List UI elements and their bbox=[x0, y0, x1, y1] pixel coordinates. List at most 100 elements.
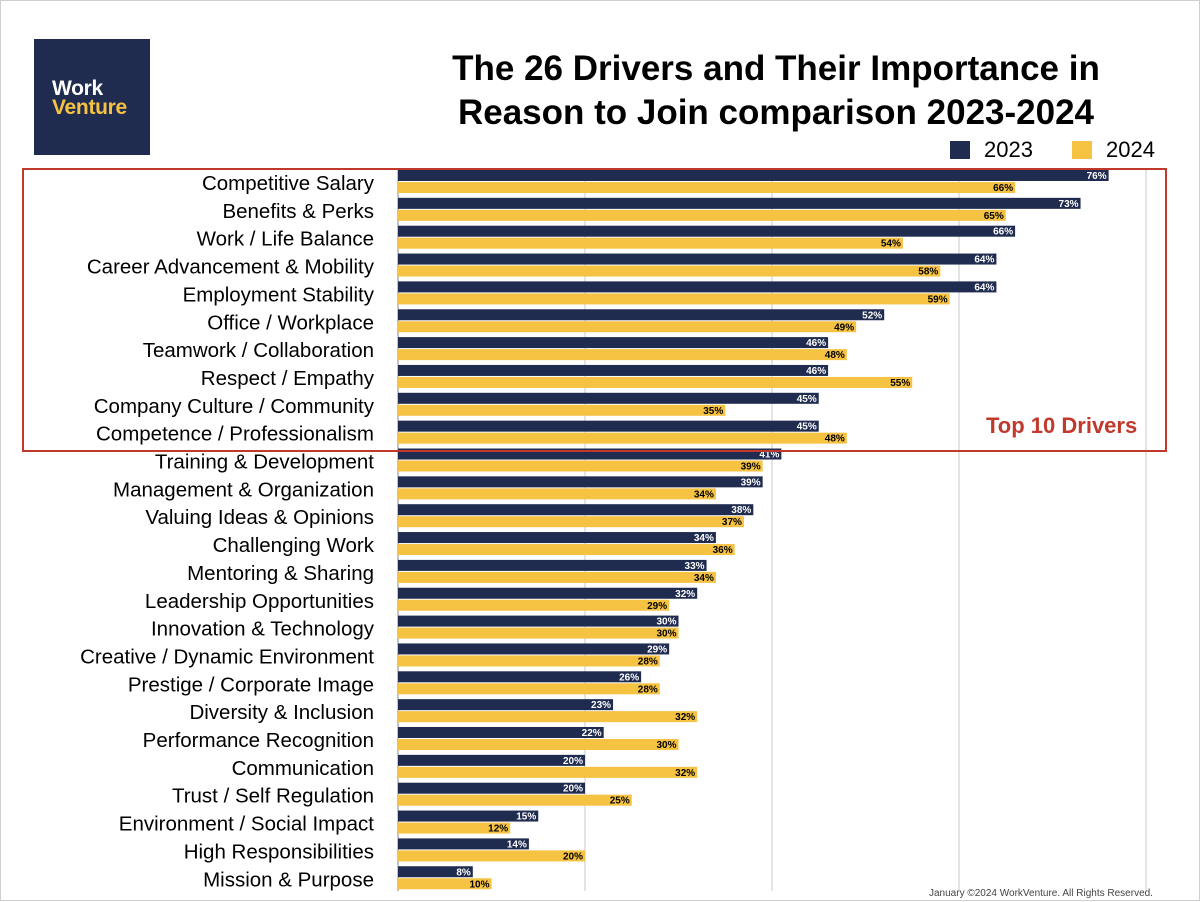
category-label: Career Advancement & Mobility bbox=[87, 256, 375, 279]
data-label-2023: 33% bbox=[685, 561, 705, 572]
category-label: Diversity & Inclusion bbox=[189, 701, 374, 724]
data-label-2023: 15% bbox=[516, 812, 536, 823]
bar-2024 bbox=[398, 794, 632, 806]
data-label-2024: 30% bbox=[656, 740, 676, 751]
data-label-2024: 37% bbox=[722, 517, 742, 528]
legend-swatch-2024 bbox=[1072, 141, 1092, 159]
bar-2023 bbox=[398, 532, 716, 544]
data-label-2024: 65% bbox=[984, 211, 1004, 222]
data-label-2024: 39% bbox=[741, 462, 761, 473]
data-label-2024: 34% bbox=[694, 573, 714, 584]
bar-2023 bbox=[398, 309, 885, 321]
bar-2023 bbox=[398, 253, 997, 265]
data-label-2023: 45% bbox=[797, 394, 817, 405]
data-label-2023: 20% bbox=[563, 756, 583, 767]
data-label-2024: 59% bbox=[928, 294, 948, 305]
copyright-footer: January ©2024 WorkVenture. All Rights Re… bbox=[929, 888, 1153, 899]
data-label-2024: 48% bbox=[825, 434, 845, 445]
bar-2023 bbox=[398, 364, 829, 376]
bar-2024 bbox=[398, 432, 847, 444]
bar-2023 bbox=[398, 782, 585, 794]
data-label-2024: 20% bbox=[563, 851, 583, 862]
category-label: Company Culture / Community bbox=[94, 395, 375, 418]
bar-2023 bbox=[398, 476, 763, 488]
data-label-2023: 14% bbox=[507, 839, 527, 850]
category-label: Employment Stability bbox=[183, 283, 375, 306]
category-label: Challenging Work bbox=[213, 534, 375, 557]
category-label: Communication bbox=[232, 757, 374, 780]
category-label: Prestige / Corporate Image bbox=[128, 673, 374, 696]
data-label-2024: 28% bbox=[638, 656, 658, 667]
data-label-2024: 32% bbox=[675, 768, 695, 779]
category-label: Leadership Opportunities bbox=[145, 590, 374, 613]
data-label-2023: 46% bbox=[806, 338, 826, 349]
chart-title-line2: Reason to Join comparison 2023-2024 bbox=[457, 93, 1095, 132]
bar-2023 bbox=[398, 615, 679, 627]
bar-2024 bbox=[398, 404, 726, 416]
category-label: Teamwork / Collaboration bbox=[143, 339, 374, 362]
bar-2024 bbox=[398, 237, 903, 249]
bar-2024 bbox=[398, 321, 857, 333]
category-label: Management & Organization bbox=[113, 478, 374, 501]
bar-2023 bbox=[398, 866, 473, 878]
bar-2023 bbox=[398, 810, 539, 822]
bar-2024 bbox=[398, 265, 941, 277]
data-label-2023: 8% bbox=[456, 867, 471, 878]
category-label: High Responsibilities bbox=[184, 840, 374, 863]
data-label-2024: 29% bbox=[647, 601, 667, 612]
legend-label-2023: 2023 bbox=[984, 137, 1033, 162]
bar-2024 bbox=[398, 739, 679, 750]
data-label-2024: 36% bbox=[713, 545, 733, 556]
bar-2023 bbox=[398, 754, 585, 766]
bar-2024 bbox=[398, 293, 950, 305]
data-label-2023: 22% bbox=[582, 728, 602, 739]
data-label-2024: 49% bbox=[834, 322, 854, 333]
category-label: Mentoring & Sharing bbox=[187, 562, 374, 585]
bar-2023 bbox=[398, 420, 819, 432]
data-label-2023: 76% bbox=[1087, 171, 1107, 182]
bar-2024 bbox=[398, 599, 670, 611]
bar-2024 bbox=[398, 822, 511, 834]
bar-2023 bbox=[398, 671, 642, 683]
data-label-2024: 28% bbox=[638, 684, 658, 695]
data-label-2023: 23% bbox=[591, 700, 611, 711]
data-label-2024: 32% bbox=[675, 712, 695, 723]
bar-2023 bbox=[398, 225, 1016, 237]
bar-2024 bbox=[398, 488, 716, 500]
data-label-2023: 46% bbox=[806, 366, 826, 377]
data-label-2024: 10% bbox=[469, 879, 489, 890]
data-label-2023: 39% bbox=[741, 477, 761, 488]
category-label: Creative / Dynamic Environment bbox=[80, 645, 374, 668]
category-label: Respect / Empathy bbox=[201, 367, 375, 390]
legend-swatch-2023 bbox=[950, 141, 970, 159]
category-label: Trust / Self Regulation bbox=[172, 785, 374, 808]
data-label-2023: 38% bbox=[731, 505, 751, 516]
data-label-2024: 34% bbox=[694, 489, 714, 500]
category-label: Office / Workplace bbox=[207, 311, 374, 334]
workventure-logo: Work Venture bbox=[34, 39, 150, 155]
top10-highlight-box bbox=[22, 168, 1167, 452]
bar-2024 bbox=[398, 683, 660, 695]
bar-2023 bbox=[398, 559, 707, 571]
top10-label: Top 10 Drivers bbox=[986, 413, 1138, 438]
bar-2023 bbox=[398, 504, 754, 516]
bar-2023 bbox=[398, 337, 829, 349]
data-label-2023: 64% bbox=[974, 282, 994, 293]
logo-text-line2: Venture bbox=[52, 96, 127, 119]
data-label-2024: 35% bbox=[703, 406, 723, 417]
bar-2023 bbox=[398, 587, 698, 599]
chart-title-line1: The 26 Drivers and Their Importance in bbox=[452, 49, 1100, 88]
data-label-2023: 29% bbox=[647, 644, 667, 655]
bar-2023 bbox=[398, 838, 529, 850]
bar-2024 bbox=[398, 571, 716, 583]
category-label: Work / Life Balance bbox=[197, 228, 374, 251]
data-label-2024: 12% bbox=[488, 824, 508, 835]
data-label-2023: 45% bbox=[797, 422, 817, 433]
data-label-2023: 41% bbox=[759, 450, 779, 461]
bar-2024 bbox=[398, 182, 1016, 193]
data-label-2024: 54% bbox=[881, 239, 901, 250]
category-label: Environment / Social Impact bbox=[119, 813, 375, 836]
data-label-2023: 64% bbox=[974, 255, 994, 266]
bar-2023 bbox=[398, 448, 782, 460]
